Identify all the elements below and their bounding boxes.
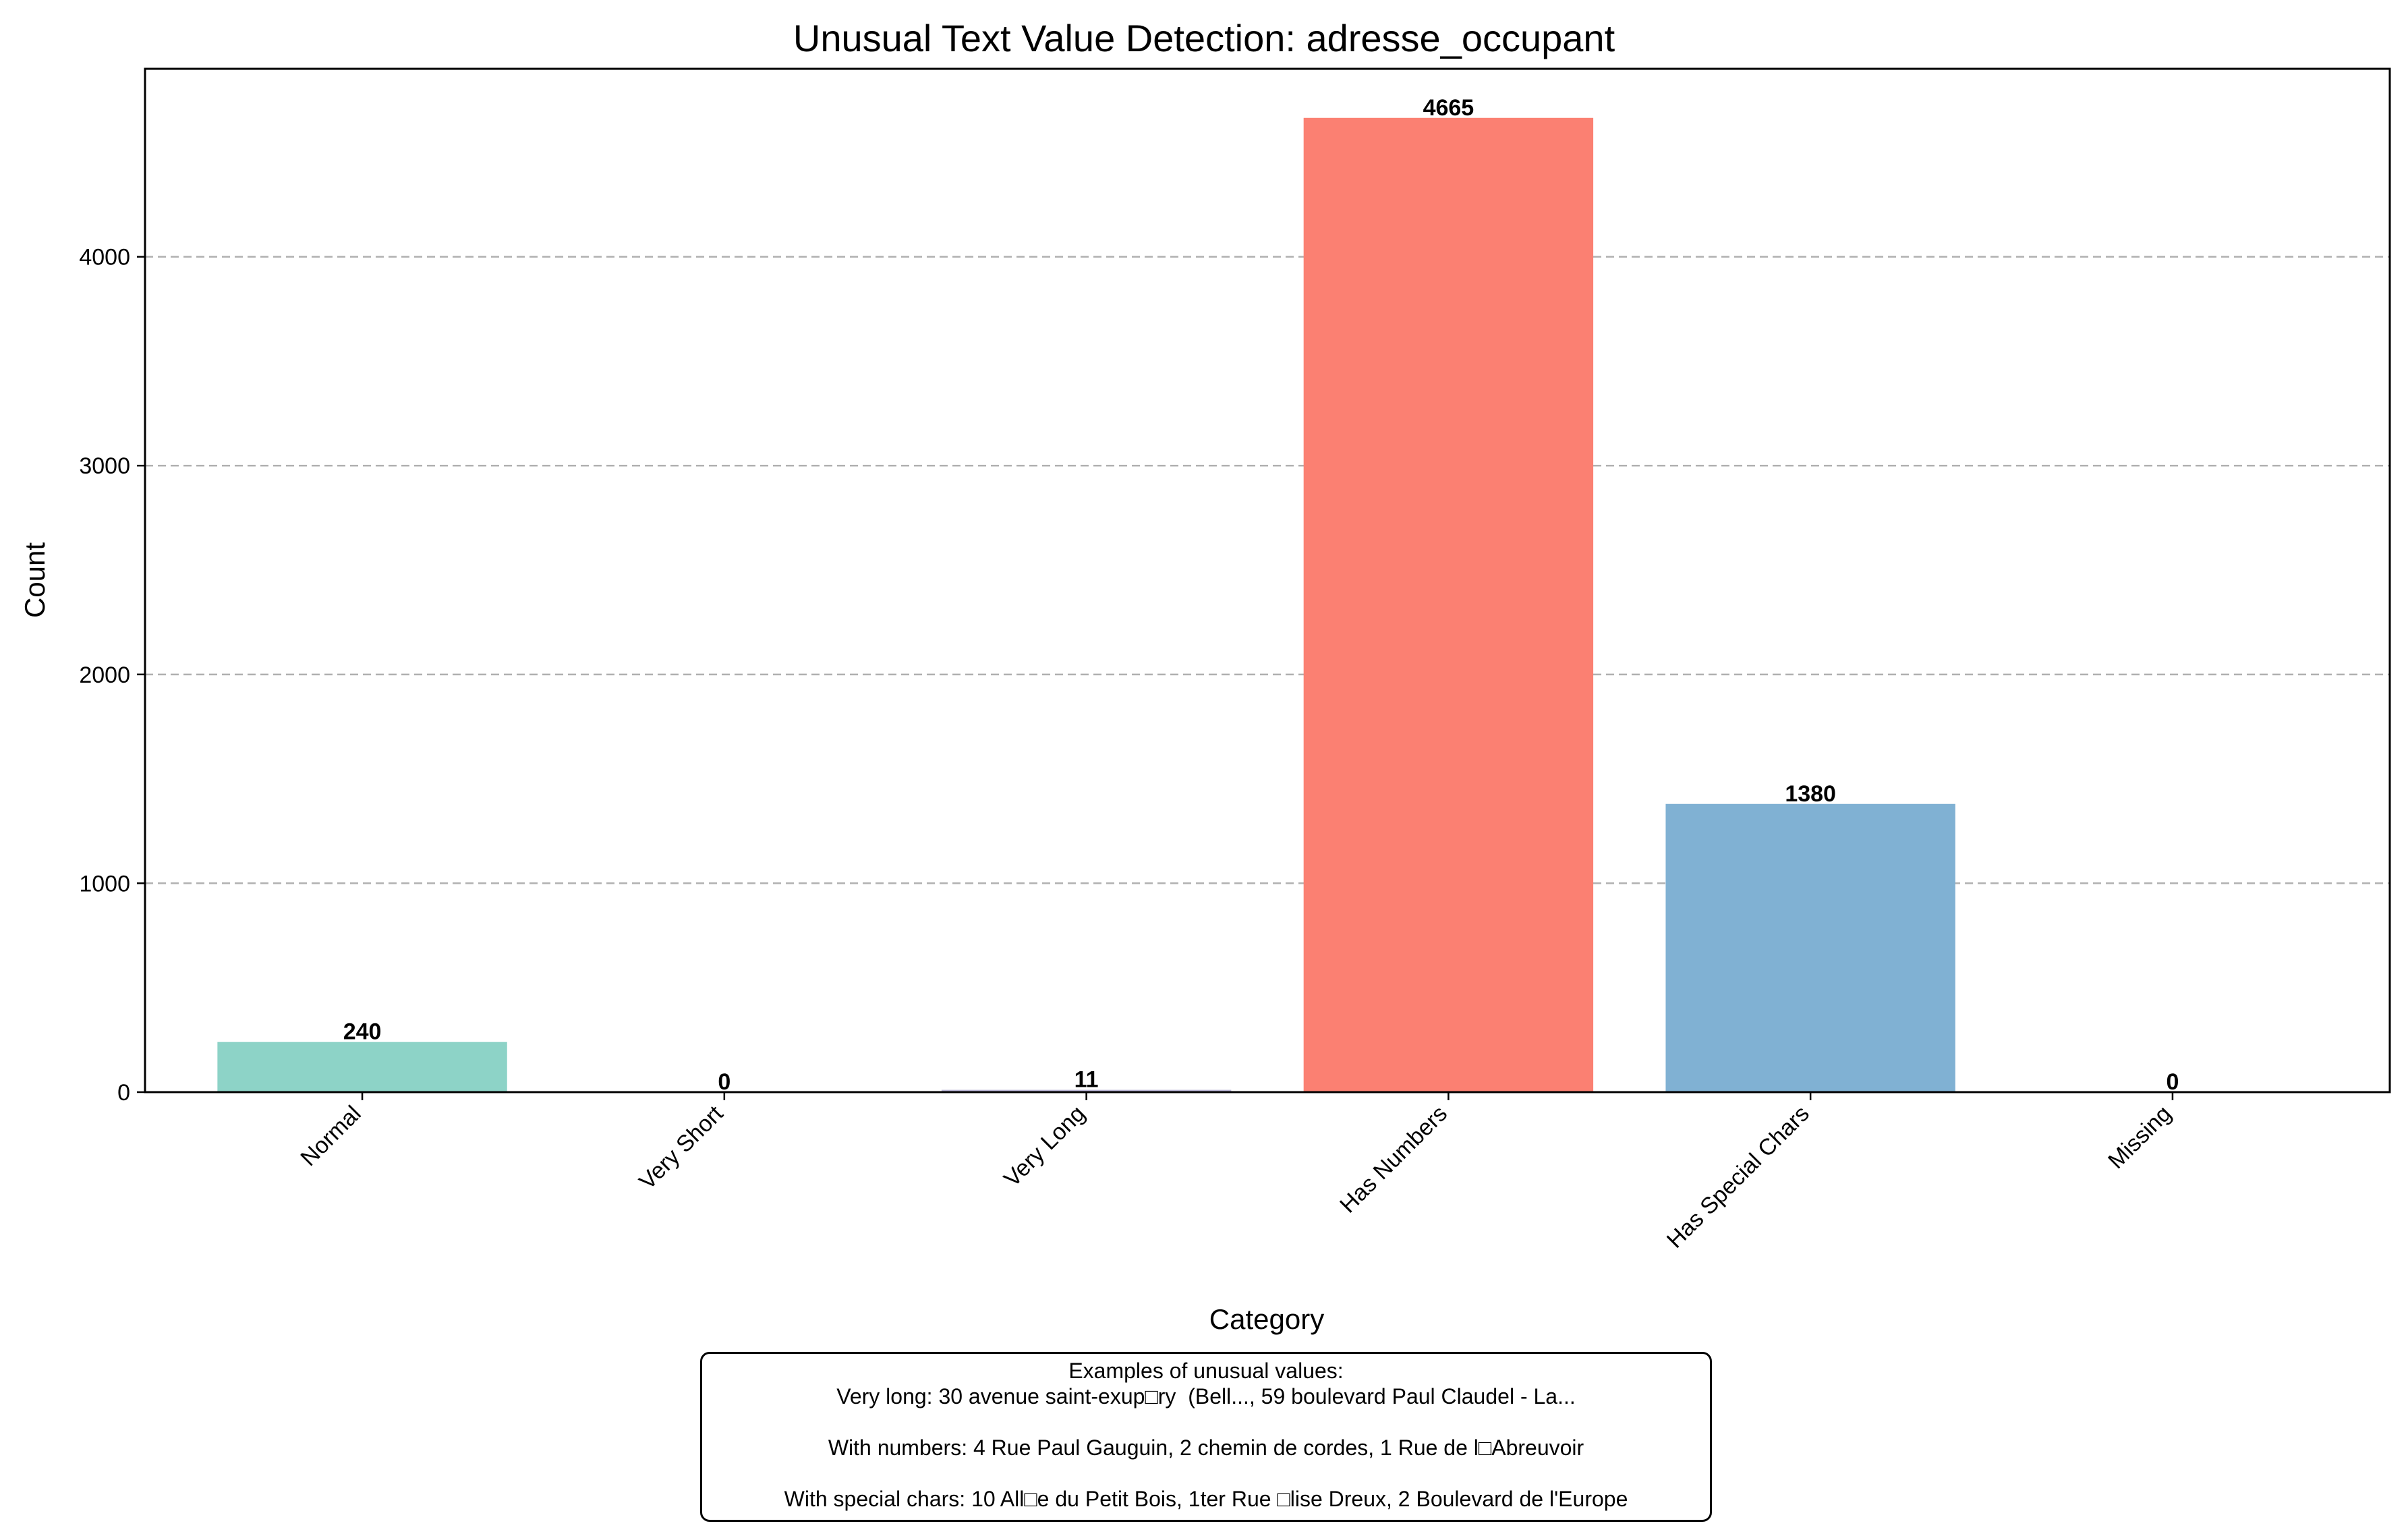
value-label-normal: 240 (343, 1019, 382, 1045)
bars (217, 117, 1955, 1093)
x-tick-label-has-numbers: Has Numbers (1335, 1101, 1452, 1218)
gridlines (145, 256, 2390, 884)
x-axis-ticks: Normal Very Short Very Long Has Numbers Has … (295, 1092, 2177, 1253)
value-label-very-long: 11 (1074, 1067, 1099, 1093)
y-tick-label-2000: 2000 (79, 662, 130, 688)
y-tick-label-0: 0 (117, 1080, 130, 1106)
x-axis-label: Category (1209, 1303, 1324, 1335)
examples-annotation-box: Examples of unusual values: Very long: 3… (700, 1352, 1712, 1522)
annotation-very-long: Very long: 30 avenue saint-exup□ry (Bell… (836, 1384, 1576, 1409)
y-axis-ticks: 0 1000 2000 3000 4000 (79, 245, 145, 1106)
x-tick-label-missing: Missing (2103, 1101, 2176, 1174)
value-label-has-special-chars: 1380 (1785, 781, 1836, 807)
value-label-missing: 0 (2166, 1069, 2179, 1095)
bar-very-long (941, 1089, 1232, 1092)
x-tick-label-very-long: Very Long (999, 1101, 1090, 1192)
bar-has-numbers (1303, 117, 1594, 1093)
value-label-very-short: 0 (718, 1069, 730, 1095)
bar-normal (217, 1042, 507, 1092)
y-tick-label-3000: 3000 (79, 453, 130, 479)
value-label-has-numbers: 4665 (1423, 95, 1474, 121)
value-labels: 240 0 11 4665 1380 0 (343, 95, 2179, 1095)
annotation-heading: Examples of unusual values: (1068, 1359, 1344, 1383)
annotation-with-special: With special chars: 10 All□e du Petit Bo… (784, 1487, 1628, 1511)
annotation-with-numbers: With numbers: 4 Rue Paul Gauguin, 2 chem… (828, 1435, 1584, 1460)
bar-has-special-chars (1665, 803, 1955, 1092)
x-tick-label-has-special-chars: Has Special Chars (1662, 1101, 1814, 1253)
plot-frame (144, 67, 2391, 1093)
y-axis-label: Count (19, 542, 51, 618)
x-tick-label-normal: Normal (295, 1101, 366, 1171)
y-tick-label-1000: 1000 (79, 871, 130, 897)
chart-title: Unusual Text Value Detection: adresse_oc… (793, 17, 1615, 59)
x-tick-label-very-short: Very Short (634, 1100, 728, 1195)
y-tick-label-4000: 4000 (79, 245, 130, 271)
